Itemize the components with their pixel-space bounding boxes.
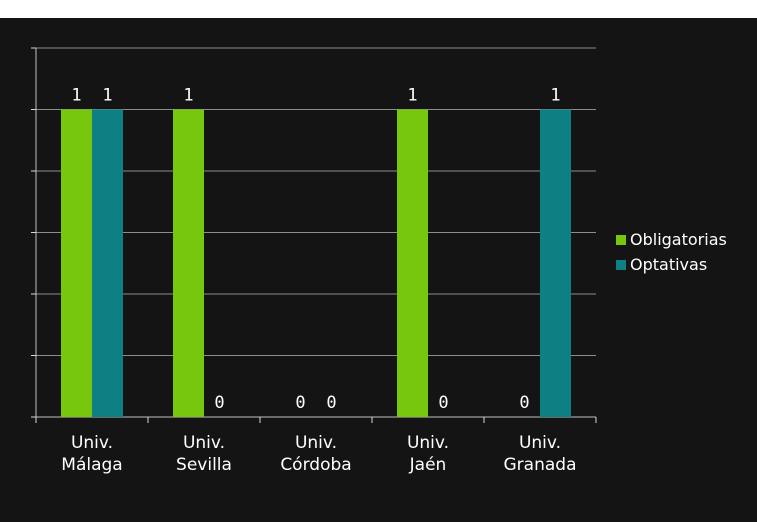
bars	[61, 109, 571, 417]
data-label: 0	[519, 393, 529, 413]
chart-background	[0, 18, 757, 522]
data-label: 0	[326, 393, 336, 413]
category-label: Univ. Córdoba	[280, 433, 351, 475]
axes	[31, 47, 597, 423]
category-label: Univ. Málaga	[61, 433, 122, 475]
legend-label: Optativas	[630, 255, 707, 274]
category-label: Univ. Granada	[504, 433, 577, 475]
data-label: 1	[550, 86, 560, 106]
data-label: 1	[71, 86, 81, 106]
bar	[397, 109, 428, 417]
data-label: 0	[295, 393, 305, 413]
bar	[540, 109, 571, 417]
category-label: Univ. Sevilla	[176, 433, 232, 475]
bar	[173, 109, 204, 417]
data-label: 1	[183, 86, 193, 106]
data-label: 0	[214, 393, 224, 413]
legend-swatch	[616, 235, 626, 245]
legend: Obligatorias Optativas	[616, 230, 727, 274]
data-labels: 1 1 1 0 0 0 1 0 0 1	[71, 86, 560, 414]
category-label: Univ. Jaén	[407, 433, 449, 475]
data-label: 1	[407, 86, 417, 106]
data-label: 0	[438, 393, 448, 413]
category-labels: Univ. Málaga Univ. Sevilla Univ. Córdoba Univ.…	[61, 433, 576, 475]
legend-label: Obligatorias	[630, 230, 727, 249]
legend-swatch	[616, 260, 626, 270]
bar	[92, 109, 123, 417]
bar	[61, 109, 92, 417]
data-label: 1	[102, 86, 112, 106]
gridlines	[36, 47, 596, 356]
